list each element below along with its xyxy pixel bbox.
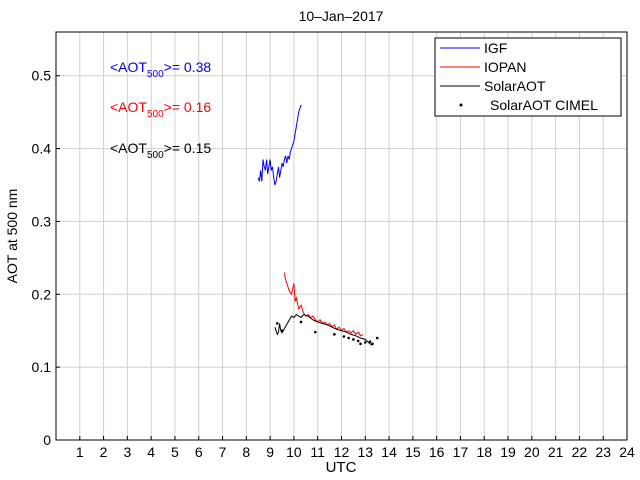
annotation-subscript: 500 xyxy=(147,69,164,80)
annotation-value: >= 0.16 xyxy=(164,99,212,115)
x-tick-label: 11 xyxy=(310,444,325,460)
cimel-point xyxy=(356,339,360,343)
cimel-point xyxy=(359,342,362,346)
annotation-prefix: <AOT xyxy=(110,140,147,156)
x-tick-label: 2 xyxy=(100,444,108,460)
cimel-point xyxy=(347,336,350,340)
x-tick-label: 9 xyxy=(266,444,274,460)
cimel-point xyxy=(363,341,367,344)
y-tick-label: 0 xyxy=(43,432,51,448)
x-axis-label: UTC xyxy=(326,459,357,476)
mean-aot-annotation: <AOT500>= 0.16 xyxy=(110,99,211,120)
y-tick-label: 0.4 xyxy=(32,141,52,157)
annotation-value: >= 0.15 xyxy=(164,140,212,156)
annotation-prefix: <AOT xyxy=(110,59,147,75)
cimel-point xyxy=(299,320,303,324)
y-tick-label: 0.5 xyxy=(32,68,52,84)
x-tick-label: 15 xyxy=(405,444,421,460)
x-tick-label: 10 xyxy=(286,444,302,460)
legend-label: SolarAOT xyxy=(484,78,546,94)
x-tick-label: 18 xyxy=(476,444,492,460)
x-tick-label: 4 xyxy=(147,444,155,460)
x-tick-label: 7 xyxy=(219,444,227,460)
cimel-point xyxy=(375,336,379,340)
legend-label: SolarAOT CIMEL xyxy=(490,97,598,113)
series-line-igf xyxy=(257,104,302,186)
x-tick-label: 1 xyxy=(76,444,84,460)
x-tick-label: 20 xyxy=(524,444,540,460)
x-tick-label: 8 xyxy=(242,444,250,460)
x-tick-label: 24 xyxy=(619,444,635,460)
series-line-iopan xyxy=(283,272,364,337)
cimel-point xyxy=(275,322,279,325)
y-tick-label: 0.1 xyxy=(32,359,52,375)
axis-ticks: 1 2 3 4 5 6 7 8 9 10 11 12 13 14 15 16 17 18 19 20 21 22 23 240… xyxy=(32,68,635,460)
x-tick-label: 17 xyxy=(453,444,469,460)
cimel-point xyxy=(368,340,372,343)
mean-aot-annotation: <AOT500>= 0.15 xyxy=(110,140,211,161)
legend-box xyxy=(434,37,622,117)
x-tick-label: 5 xyxy=(171,444,179,460)
x-tick-label: 13 xyxy=(358,444,374,460)
x-tick-label: 6 xyxy=(195,444,203,460)
legend-label: IGF xyxy=(484,40,507,56)
cimel-point xyxy=(280,329,284,333)
x-tick-label: 16 xyxy=(429,444,445,460)
series-line-solaraot xyxy=(274,314,373,346)
legend-marker xyxy=(459,103,463,107)
annotation-subscript: 500 xyxy=(147,150,164,161)
y-axis-label: AOT at 500 nm xyxy=(4,189,20,284)
x-tick-label: 3 xyxy=(123,444,131,460)
x-tick-label: 23 xyxy=(595,444,611,460)
cimel-point xyxy=(314,330,317,334)
annotation-value: >= 0.38 xyxy=(164,59,212,75)
chart-title: 10–Jan–2017 xyxy=(299,8,384,24)
x-tick-label: 21 xyxy=(548,444,564,460)
x-tick-label: 19 xyxy=(500,444,516,460)
y-tick-label: 0.3 xyxy=(32,213,52,229)
cimel-point xyxy=(342,335,346,338)
x-tick-label: 14 xyxy=(381,444,397,460)
x-tick-label: 22 xyxy=(572,444,588,460)
annotation-subscript: 500 xyxy=(147,109,164,120)
legend: IGF IOPAN SolarAOT SolarAOT CIMEL xyxy=(434,37,622,117)
y-tick-label: 0.2 xyxy=(32,286,52,302)
legend-label: IOPAN xyxy=(484,59,527,75)
annotation-prefix: <AOT xyxy=(110,99,147,115)
x-tick-label: 12 xyxy=(334,444,350,460)
mean-aot-annotation: <AOT500>= 0.38 xyxy=(110,59,211,80)
cimel-point xyxy=(352,338,355,341)
mean-aot-annotations: <AOT500>= 0.38<AOT500>= 0.16<AOT500>= 0.… xyxy=(110,59,211,161)
cimel-point xyxy=(333,333,336,336)
series-layer xyxy=(257,104,379,346)
cimel-point xyxy=(371,342,374,346)
